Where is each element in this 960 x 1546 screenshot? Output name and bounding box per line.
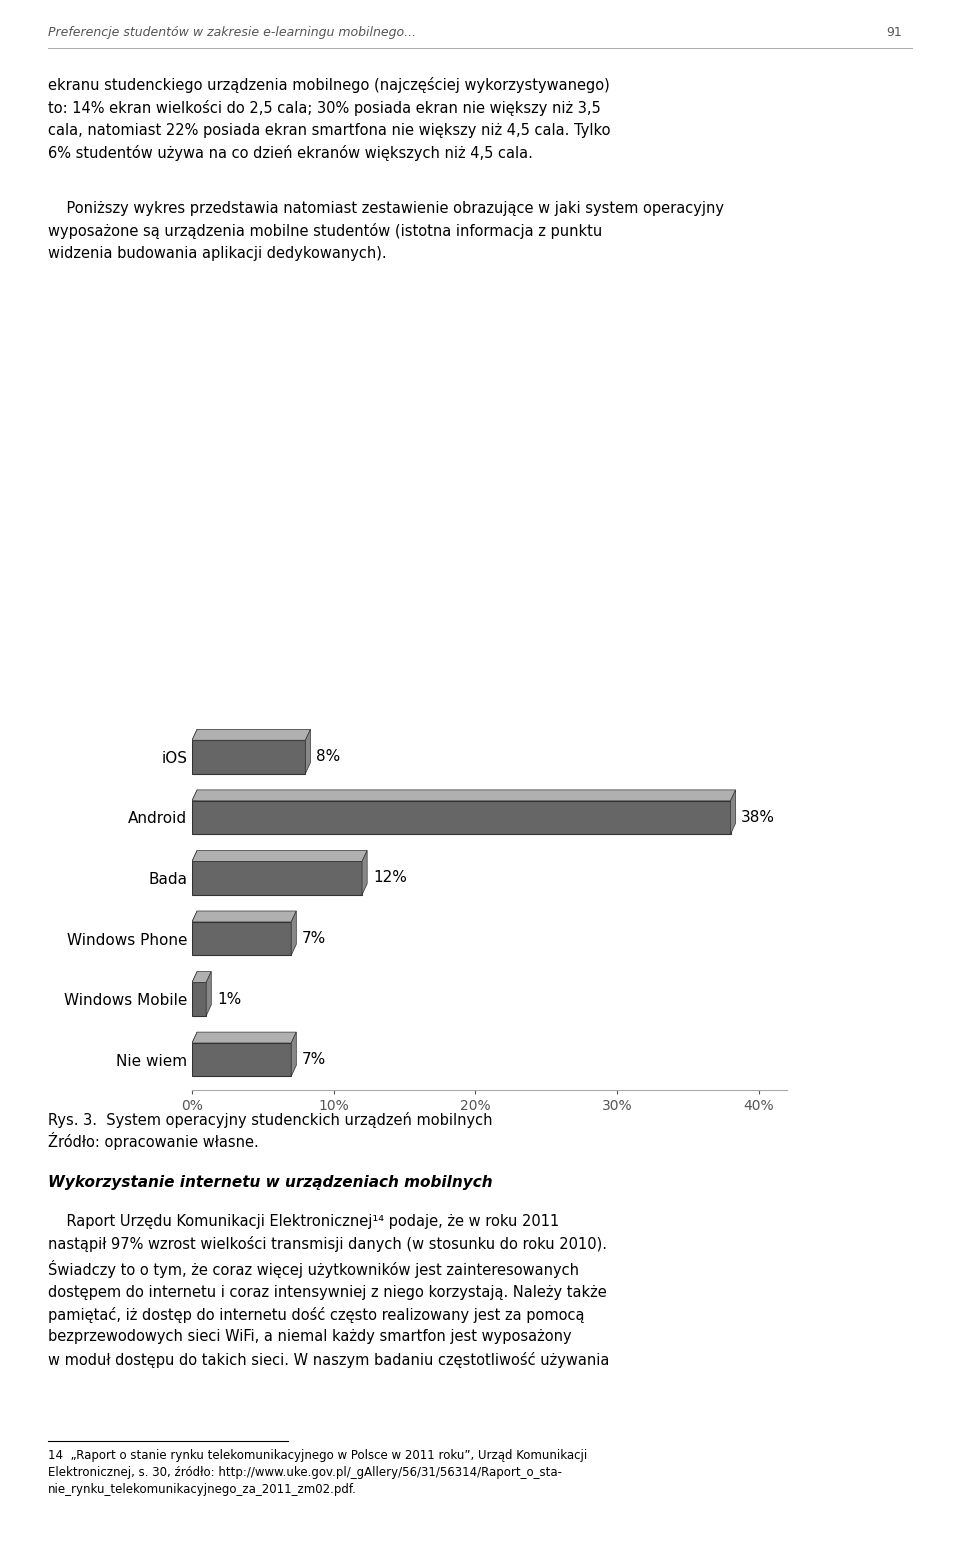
Text: 7%: 7% — [302, 1053, 326, 1067]
Text: Rys. 3.  System operacyjny studenckich urządzeń mobilnych: Rys. 3. System operacyjny studenckich ur… — [48, 1113, 492, 1129]
Polygon shape — [192, 730, 197, 773]
Text: ekranu studenckiego urządzenia mobilnego (najczęściej wykorzystywanego)
to: 14% : ekranu studenckiego urządzenia mobilnego… — [48, 77, 611, 161]
Bar — [192, 801, 731, 835]
Polygon shape — [291, 911, 297, 955]
Polygon shape — [192, 790, 197, 835]
Polygon shape — [192, 730, 310, 741]
Polygon shape — [192, 971, 197, 1016]
Polygon shape — [192, 971, 211, 982]
Text: 91: 91 — [887, 26, 902, 39]
Polygon shape — [192, 850, 197, 895]
Bar — [192, 741, 305, 773]
Polygon shape — [192, 850, 367, 861]
Text: 12%: 12% — [372, 870, 407, 886]
Bar — [192, 1044, 291, 1076]
Polygon shape — [192, 911, 297, 921]
Text: Wykorzystanie internetu w urządzeniach mobilnych: Wykorzystanie internetu w urządzeniach m… — [48, 1175, 492, 1190]
Polygon shape — [291, 1033, 297, 1076]
Text: Preferencje studentów w zakresie e-learningu mobilnego...: Preferencje studentów w zakresie e-learn… — [48, 26, 416, 39]
Text: 8%: 8% — [316, 750, 341, 764]
Polygon shape — [192, 1033, 197, 1076]
Text: 38%: 38% — [741, 810, 776, 826]
Polygon shape — [362, 850, 367, 895]
Text: 1%: 1% — [217, 991, 241, 1006]
Polygon shape — [305, 730, 310, 773]
Text: Poniższy wykres przedstawia natomiast zestawienie obrazujące w jaki system opera: Poniższy wykres przedstawia natomiast ze… — [48, 201, 724, 261]
Polygon shape — [206, 971, 211, 1016]
Bar — [192, 982, 206, 1016]
Polygon shape — [192, 911, 197, 955]
Text: Źródło: opracowanie własne.: Źródło: opracowanie własne. — [48, 1132, 259, 1150]
Polygon shape — [192, 790, 735, 801]
Polygon shape — [731, 790, 735, 835]
Text: Raport Urzędu Komunikacji Elektronicznej¹⁴ podaje, że w roku 2011
nastąpił 97% w: Raport Urzędu Komunikacji Elektronicznej… — [48, 1214, 610, 1368]
Bar — [192, 861, 362, 895]
Bar — [192, 921, 291, 955]
Polygon shape — [192, 1033, 297, 1044]
Text: 7%: 7% — [302, 931, 326, 946]
Text: 14  „Raport o stanie rynku telekomunikacyjnego w Polsce w 2011 roku”, Urząd Komu: 14 „Raport o stanie rynku telekomunikacy… — [48, 1449, 588, 1495]
